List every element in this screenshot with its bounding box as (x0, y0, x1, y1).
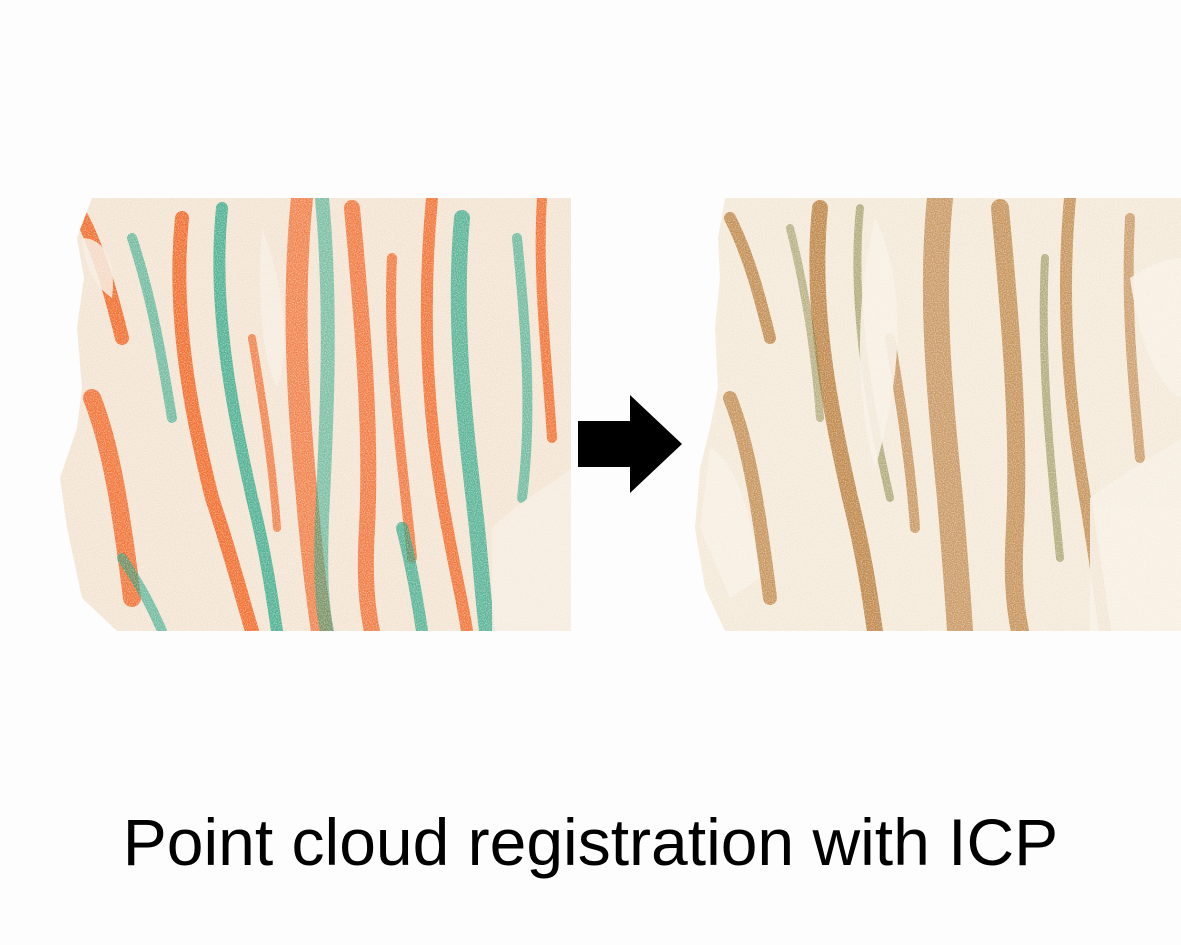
point-cloud-before-panel (22, 198, 571, 631)
point-cloud-after-image (695, 198, 1181, 631)
point-cloud-after-panel (690, 198, 1181, 631)
right-arrow-icon (578, 395, 682, 493)
point-cloud-before-image (60, 198, 571, 631)
caption: Point cloud registration with ICP (122, 805, 1059, 879)
